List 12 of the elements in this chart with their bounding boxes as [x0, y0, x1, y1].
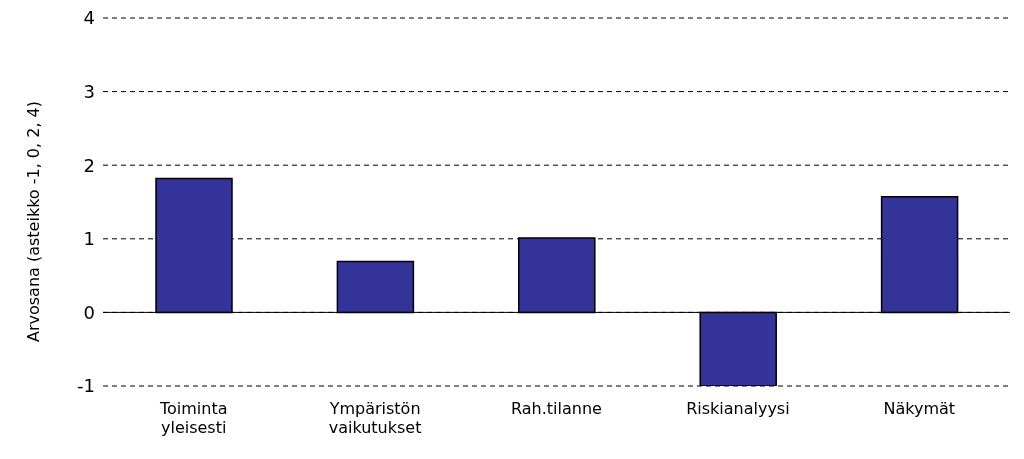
x-tick-label: Toiminta yleisesti — [158, 399, 228, 437]
x-tick-label: Rah.tilanne — [511, 399, 602, 418]
x-tick-label: Riskianalyysi — [686, 399, 790, 418]
y-tick-label: -1 — [77, 375, 95, 397]
y-tick-label: 1 — [83, 228, 95, 250]
x-tick-label: Näkymät — [883, 399, 956, 418]
y-tick-label: 4 — [83, 7, 95, 29]
y-tick-label: 3 — [83, 80, 95, 102]
x-tick-label: Ympäristön vaikutukset — [328, 399, 422, 437]
y-tick-label: 2 — [83, 154, 95, 176]
y-tick-label: 0 — [83, 301, 95, 323]
y-axis-title: Arvosana (asteikko -1, 0, 2, 4) — [23, 101, 43, 342]
